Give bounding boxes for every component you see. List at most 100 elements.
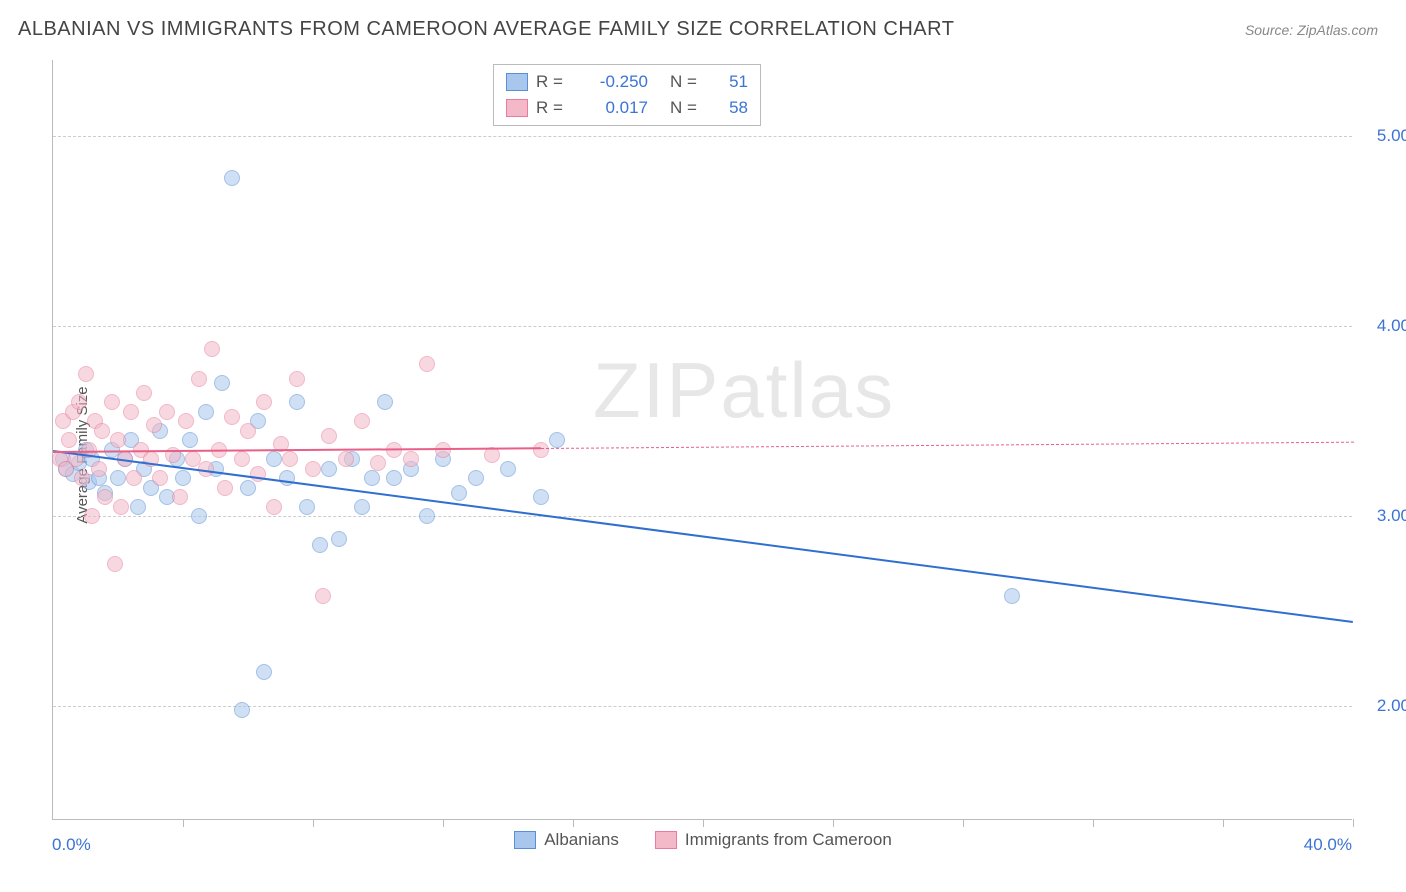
x-tick xyxy=(1223,819,1224,827)
x-tick xyxy=(183,819,184,827)
r-label: R = xyxy=(536,98,570,118)
data-point xyxy=(289,371,305,387)
correlation-row-2: R = 0.017 N = 58 xyxy=(506,95,748,121)
data-point xyxy=(1004,588,1020,604)
plot-area: ZIPatlas R = -0.250 N = 51 R = 0.017 N =… xyxy=(52,60,1352,820)
legend-item-1: Albanians xyxy=(514,830,619,850)
gridline xyxy=(53,136,1352,137)
data-point xyxy=(172,489,188,505)
series-1-swatch xyxy=(514,831,536,849)
series-2-swatch xyxy=(655,831,677,849)
data-point xyxy=(266,451,282,467)
data-point xyxy=(94,423,110,439)
correlation-row-1: R = -0.250 N = 51 xyxy=(506,69,748,95)
data-point xyxy=(533,489,549,505)
n-label: N = xyxy=(670,98,704,118)
data-point xyxy=(224,409,240,425)
watermark: ZIPatlas xyxy=(593,345,895,436)
x-tick xyxy=(443,819,444,827)
y-tick-label: 4.00 xyxy=(1360,316,1406,336)
x-tick xyxy=(703,819,704,827)
data-point xyxy=(500,461,516,477)
gridline xyxy=(53,516,1352,517)
data-point xyxy=(331,531,347,547)
data-point xyxy=(110,470,126,486)
data-point xyxy=(191,508,207,524)
data-point xyxy=(130,499,146,515)
data-point xyxy=(136,385,152,401)
data-point xyxy=(299,499,315,515)
data-point xyxy=(377,394,393,410)
data-point xyxy=(224,170,240,186)
data-point xyxy=(282,451,298,467)
data-point xyxy=(354,499,370,515)
data-point xyxy=(74,470,90,486)
n-value-1: 51 xyxy=(712,72,748,92)
data-point xyxy=(321,428,337,444)
data-point xyxy=(123,404,139,420)
data-point xyxy=(178,413,194,429)
data-point xyxy=(403,451,419,467)
data-point xyxy=(256,394,272,410)
data-point xyxy=(256,664,272,680)
trend-line xyxy=(53,450,1353,623)
legend-item-2: Immigrants from Cameroon xyxy=(655,830,892,850)
x-tick xyxy=(833,819,834,827)
r-label: R = xyxy=(536,72,570,92)
data-point xyxy=(468,470,484,486)
data-point xyxy=(217,480,233,496)
data-point xyxy=(234,451,250,467)
source-attribution: Source: ZipAtlas.com xyxy=(1245,22,1378,38)
data-point xyxy=(364,470,380,486)
gridline xyxy=(53,326,1352,327)
data-point xyxy=(61,432,77,448)
data-point xyxy=(126,470,142,486)
data-point xyxy=(78,366,94,382)
x-tick xyxy=(1093,819,1094,827)
data-point xyxy=(107,556,123,572)
series-1-name: Albanians xyxy=(544,830,619,850)
y-tick-label: 5.00 xyxy=(1360,126,1406,146)
x-tick xyxy=(573,819,574,827)
data-point xyxy=(240,480,256,496)
series-1-swatch xyxy=(506,73,528,91)
data-point xyxy=(234,702,250,718)
data-point xyxy=(91,461,107,477)
trend-line-extrapolated xyxy=(540,441,1352,448)
data-point xyxy=(214,375,230,391)
data-point xyxy=(321,461,337,477)
r-value-1: -0.250 xyxy=(578,72,648,92)
chart-container: Average Family Size ZIPatlas R = -0.250 … xyxy=(18,60,1388,850)
data-point xyxy=(110,432,126,448)
x-tick xyxy=(1353,819,1354,827)
series-2-swatch xyxy=(506,99,528,117)
y-tick-label: 3.00 xyxy=(1360,506,1406,526)
data-point xyxy=(175,470,191,486)
data-point xyxy=(84,508,100,524)
x-tick xyxy=(963,819,964,827)
correlation-legend: R = -0.250 N = 51 R = 0.017 N = 58 xyxy=(493,64,761,126)
data-point xyxy=(338,451,354,467)
y-tick-label: 2.00 xyxy=(1360,696,1406,716)
data-point xyxy=(533,442,549,458)
r-value-2: 0.017 xyxy=(578,98,648,118)
data-point xyxy=(312,537,328,553)
series-legend: Albanians Immigrants from Cameroon xyxy=(0,830,1406,850)
series-2-name: Immigrants from Cameroon xyxy=(685,830,892,850)
data-point xyxy=(549,432,565,448)
data-point xyxy=(451,485,467,501)
data-point xyxy=(305,461,321,477)
data-point xyxy=(419,356,435,372)
data-point xyxy=(289,394,305,410)
data-point xyxy=(97,489,113,505)
data-point xyxy=(71,394,87,410)
data-point xyxy=(104,394,120,410)
data-point xyxy=(152,470,168,486)
data-point xyxy=(182,432,198,448)
data-point xyxy=(386,470,402,486)
data-point xyxy=(354,413,370,429)
data-point xyxy=(198,404,214,420)
data-point xyxy=(191,371,207,387)
data-point xyxy=(113,499,129,515)
n-label: N = xyxy=(670,72,704,92)
